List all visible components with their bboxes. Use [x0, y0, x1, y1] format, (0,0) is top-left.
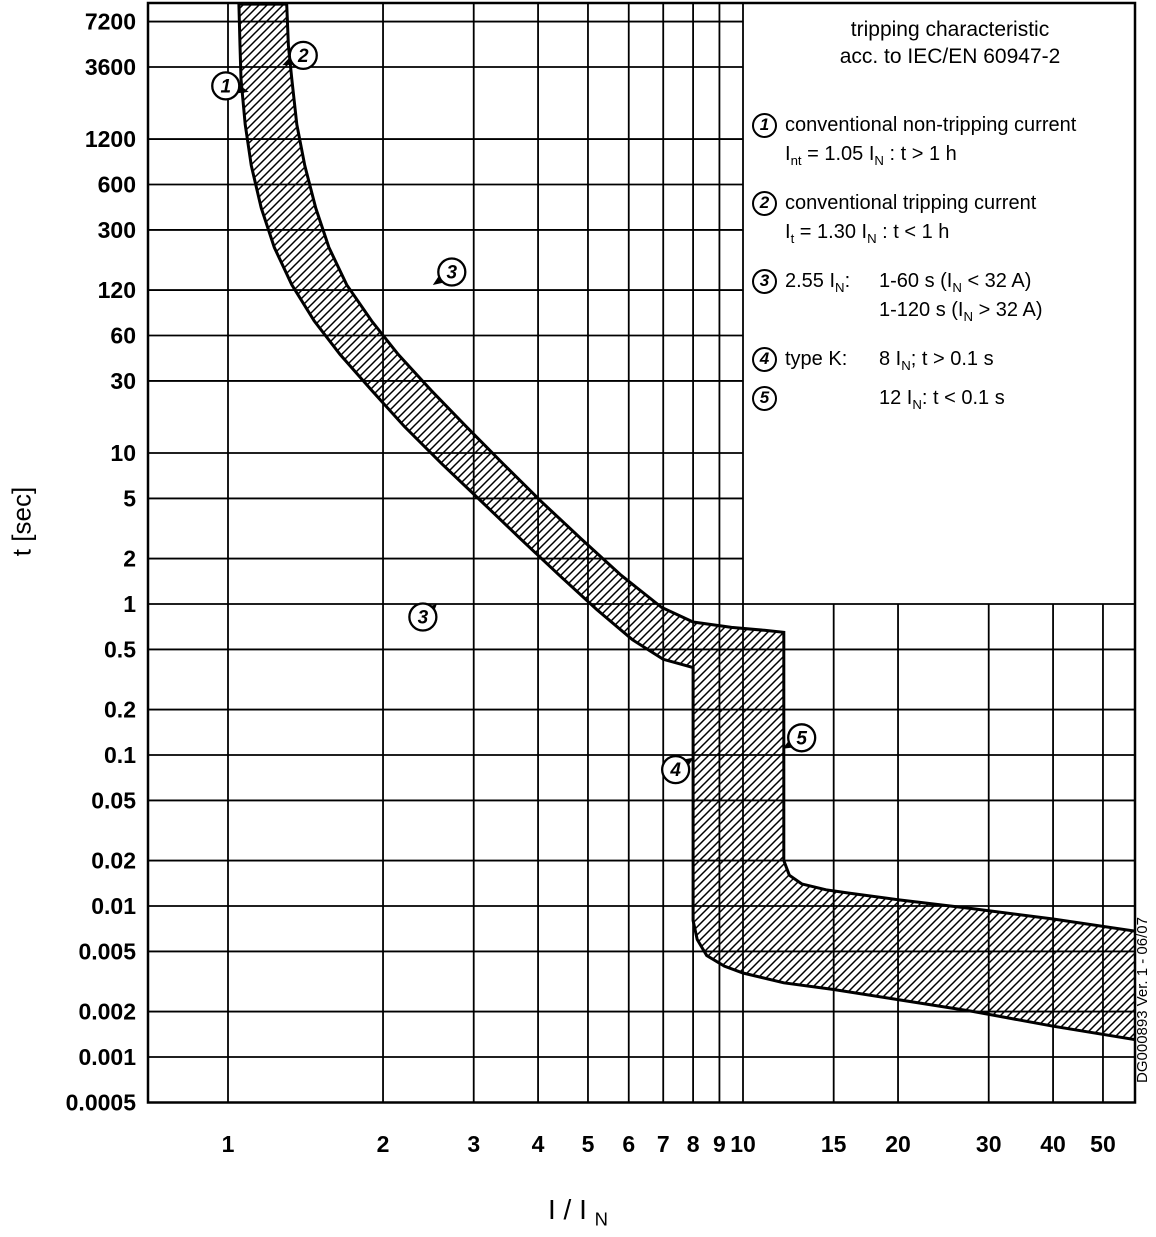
legend-item-1-text: conventional non-tripping current Int = … — [785, 111, 1076, 169]
y-tick-label: 0.1 — [104, 742, 136, 768]
marker-number-3: 3 — [447, 263, 458, 284]
y-tick-label: 0.5 — [104, 636, 136, 662]
marker-circle-5 — [787, 723, 817, 753]
legend-item-2: 2 conventional tripping current It = 1.3… — [752, 189, 1148, 247]
legend-item-2-text: conventional tripping current It = 1.30 … — [785, 189, 1036, 247]
circled-number-4: 4 — [752, 346, 777, 372]
x-tick-label: 15 — [821, 1131, 847, 1157]
legend-item-5-label — [785, 384, 871, 413]
y-tick-label: 300 — [98, 217, 136, 243]
legend-panel: tripping characteristic acc. to IEC/EN 6… — [752, 16, 1148, 433]
tripping-tolerance-band — [237, 3, 1135, 1042]
marker-circle-1 — [211, 71, 241, 101]
marker-number-1: 1 — [220, 76, 231, 97]
y-tick-label: 3600 — [85, 54, 136, 80]
x-tick-label: 1 — [222, 1131, 235, 1157]
legend-item-1-formula: Int = 1.05 IN : t > 1 h — [785, 142, 957, 168]
legend-item-3: 3 2.55 IN: 1-60 s (IN < 32 A) 1-120 s (I… — [752, 267, 1148, 325]
legend-item-5-text: 12 IN: t < 0.1 s — [879, 384, 1005, 413]
y-tick-label: 0.005 — [78, 938, 136, 964]
x-tick-label: 4 — [532, 1131, 545, 1157]
legend-title-line2: acc. to IEC/EN 60947-2 — [839, 45, 1061, 69]
y-tick-label: 2 — [123, 546, 136, 572]
legend-item-4-value: 8 IN; t > 0.1 s — [879, 347, 994, 373]
legend-item-3-range-1: 1-60 s (IN < 32 A) — [879, 269, 1032, 295]
legend-item-5: 5 12 IN: t < 0.1 s — [752, 384, 1148, 413]
legend-item-1: 1 conventional non-tripping current Int … — [752, 111, 1148, 169]
marker-circle-2 — [288, 40, 318, 70]
marker-circle-3 — [437, 257, 467, 287]
legend-item-2-formula: It = 1.30 IN : t < 1 h — [785, 220, 950, 246]
y-tick-label: 0.002 — [78, 999, 136, 1025]
x-tick-label: 30 — [976, 1131, 1002, 1157]
marker-number-3: 3 — [418, 608, 429, 629]
legend-item-4-label: type K: — [785, 347, 848, 370]
legend-item-3-range-2: 1-120 s (IN > 32 A) — [879, 298, 1043, 324]
y-tick-label: 0.05 — [91, 787, 136, 813]
y-tick-label: 0.2 — [104, 697, 136, 723]
legend-item-4: 4 type K: 8 IN; t > 0.1 s — [752, 345, 1148, 374]
legend-item-1-label: conventional non-tripping current — [785, 113, 1077, 136]
marker-circle-3 — [408, 602, 438, 632]
x-tick-label: 40 — [1040, 1131, 1066, 1157]
legend-item-3-label: 2.55 IN: — [785, 269, 851, 295]
y-tick-label: 10 — [110, 440, 136, 466]
y-tick-label: 5 — [123, 485, 136, 511]
y-tick-label: 600 — [98, 171, 136, 197]
legend-title: tripping characteristic acc. to IEC/EN 6… — [752, 16, 1148, 71]
circled-number-1: 1 — [752, 112, 777, 138]
x-tick-label: 6 — [622, 1131, 635, 1157]
x-tick-label: 7 — [657, 1131, 670, 1157]
y-tick-label: 7200 — [85, 9, 136, 35]
y-tick-label: 60 — [110, 322, 136, 348]
legend-item-2-label: conventional tripping current — [785, 191, 1037, 214]
x-tick-label: 3 — [467, 1131, 480, 1157]
plot-border — [146, 1, 1137, 1104]
y-tick-label: 0.001 — [78, 1044, 136, 1070]
y-tick-label: 120 — [98, 277, 136, 303]
x-tick-label: 8 — [687, 1131, 700, 1157]
x-tick-label: 2 — [377, 1131, 390, 1157]
circled-number-5: 5 — [752, 385, 777, 411]
y-tick-label: 1 — [123, 591, 136, 617]
x-tick-label: 20 — [885, 1131, 911, 1157]
document-reference: DG000893 Ver. 1 - 06/07 — [1134, 917, 1151, 1083]
marker-number-5: 5 — [796, 728, 807, 749]
x-axis-title: I / I N — [547, 1194, 609, 1230]
x-tick-label: 9 — [713, 1131, 726, 1157]
x-tick-label: 5 — [582, 1131, 595, 1157]
marker-circle-4 — [661, 754, 691, 785]
y-tick-label: 0.02 — [91, 848, 136, 874]
x-tick-label: 50 — [1090, 1131, 1116, 1157]
marker-number-2: 2 — [297, 46, 309, 67]
circled-number-3: 3 — [752, 268, 777, 294]
legend-item-3-text: 1-60 s (IN < 32 A) 1-120 s (IN > 32 A) — [879, 267, 1043, 325]
legend-item-4-text: 8 IN; t > 0.1 s — [879, 345, 994, 374]
y-tick-label: 1200 — [85, 126, 136, 152]
y-tick-label: 30 — [110, 368, 136, 394]
y-tick-label: 0.01 — [91, 893, 136, 919]
legend-title-line1: tripping characteristic — [850, 18, 1050, 41]
marker-number-4: 4 — [669, 760, 681, 781]
circled-number-2: 2 — [752, 190, 777, 216]
legend-item-5-value: 12 IN: t < 0.1 s — [879, 386, 1005, 412]
y-axis-title: t [sec] — [6, 486, 37, 557]
y-tick-label: 0.0005 — [66, 1089, 137, 1115]
x-tick-label: 10 — [730, 1131, 756, 1157]
